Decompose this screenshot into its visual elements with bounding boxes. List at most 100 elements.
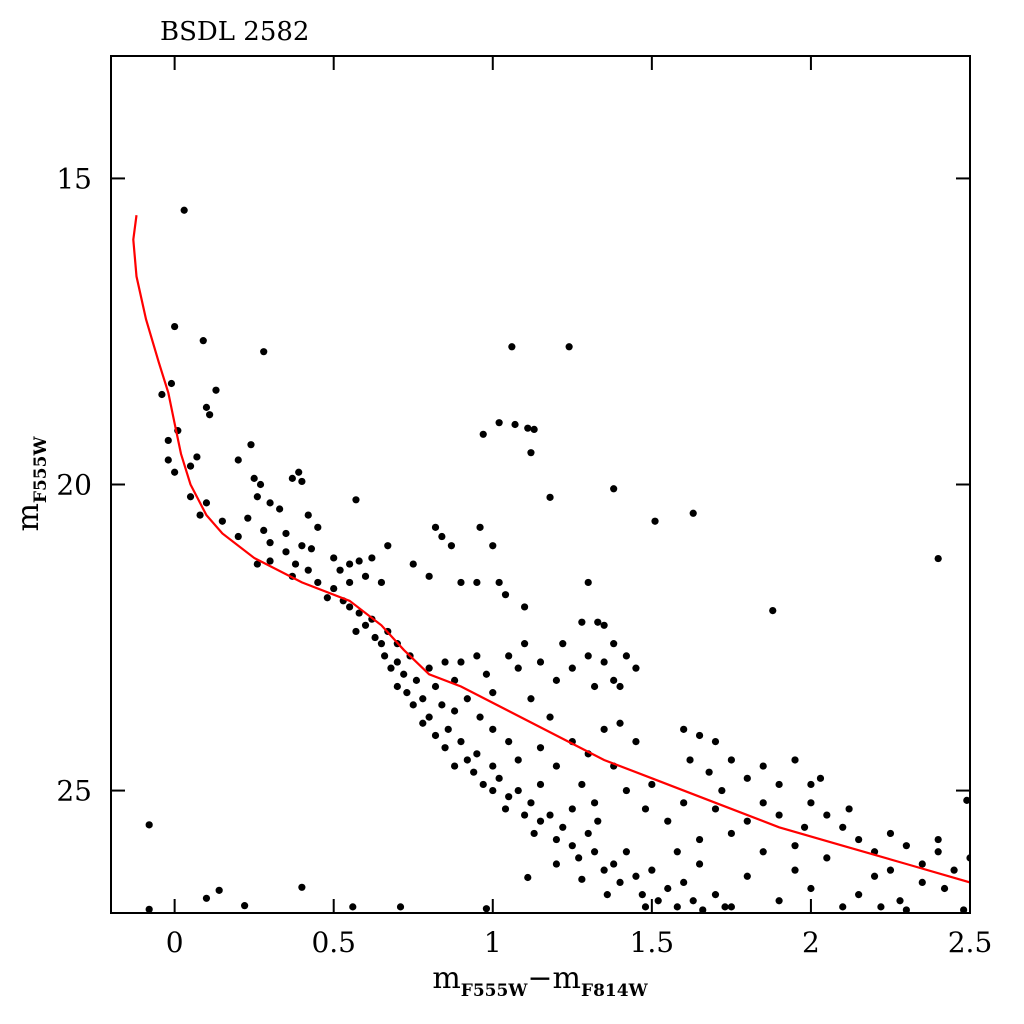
point <box>288 474 296 482</box>
point <box>451 676 459 684</box>
point <box>336 566 344 574</box>
point <box>234 456 242 464</box>
point <box>476 523 484 531</box>
point <box>495 419 503 427</box>
point <box>559 640 567 648</box>
point <box>902 842 910 850</box>
point <box>689 509 697 517</box>
point <box>346 560 354 568</box>
point <box>689 897 697 905</box>
point <box>438 701 446 709</box>
point <box>419 719 427 727</box>
point <box>673 848 681 856</box>
point <box>743 817 751 825</box>
point <box>412 676 421 684</box>
point <box>218 517 226 525</box>
point <box>622 848 631 856</box>
point <box>419 695 427 703</box>
point <box>463 695 471 703</box>
point <box>791 842 799 850</box>
point <box>727 756 735 764</box>
point <box>886 866 895 874</box>
x-tick-label: 1 <box>484 926 502 959</box>
point <box>298 883 306 891</box>
isochrone-line <box>132 215 970 884</box>
point <box>721 903 729 911</box>
point <box>346 578 354 587</box>
point <box>886 829 895 838</box>
point <box>594 817 602 825</box>
point <box>206 411 214 419</box>
point <box>145 821 153 829</box>
point <box>823 854 831 862</box>
point <box>552 762 561 770</box>
point <box>877 903 885 911</box>
point <box>896 897 904 905</box>
point <box>552 676 561 684</box>
point <box>253 493 261 501</box>
point <box>381 652 389 660</box>
point <box>584 829 592 838</box>
point <box>552 835 561 844</box>
point <box>711 738 720 746</box>
point <box>431 682 440 691</box>
point <box>244 514 252 522</box>
point <box>673 903 681 911</box>
point <box>164 436 172 445</box>
point <box>247 441 255 449</box>
point <box>489 542 497 550</box>
point <box>839 823 847 831</box>
point <box>727 829 735 838</box>
point <box>584 652 592 660</box>
point <box>654 897 662 905</box>
point <box>769 607 777 615</box>
point <box>409 701 417 709</box>
point <box>695 731 704 740</box>
point <box>520 811 529 819</box>
point <box>686 756 694 764</box>
point <box>578 618 586 626</box>
point <box>314 578 322 587</box>
point <box>546 811 554 819</box>
point <box>536 744 545 752</box>
point <box>536 780 545 789</box>
point <box>823 811 831 819</box>
point <box>298 542 306 550</box>
point <box>699 906 707 913</box>
point <box>368 554 376 562</box>
point <box>260 348 268 356</box>
point <box>648 780 656 789</box>
point <box>775 811 783 819</box>
point <box>463 756 471 764</box>
point <box>960 906 968 913</box>
point <box>711 891 720 899</box>
point <box>578 780 586 789</box>
point <box>266 557 274 565</box>
point <box>648 866 656 874</box>
point <box>664 884 672 893</box>
point <box>451 762 459 770</box>
point <box>775 897 783 905</box>
point <box>590 682 599 691</box>
point <box>791 866 799 874</box>
point <box>438 532 446 541</box>
point <box>610 640 618 648</box>
point <box>403 689 411 697</box>
point <box>441 658 449 666</box>
point <box>304 566 312 574</box>
point <box>934 554 942 563</box>
point <box>902 906 910 913</box>
point <box>800 823 809 831</box>
point <box>314 523 322 531</box>
point <box>816 774 825 782</box>
y-tick-label: 20 <box>56 469 92 502</box>
point <box>963 796 970 804</box>
point <box>622 786 631 795</box>
point <box>212 386 220 394</box>
point <box>298 477 306 486</box>
point <box>718 786 726 795</box>
point <box>600 658 608 666</box>
point <box>839 903 847 911</box>
point <box>600 725 608 733</box>
